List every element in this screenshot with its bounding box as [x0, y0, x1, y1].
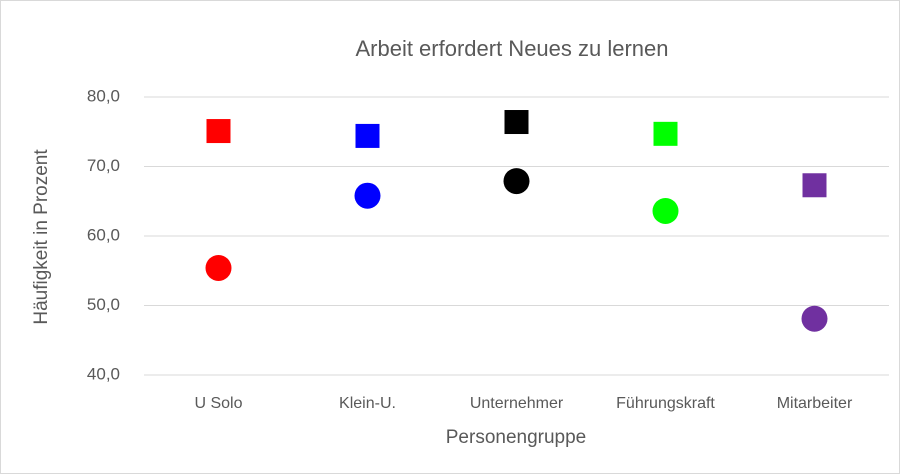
y-tick-label: 80,0: [87, 86, 120, 105]
y-axis-label: Häufigkeit in Prozent: [31, 149, 52, 325]
x-tick-label: Mitarbeiter: [777, 395, 853, 412]
circle-marker: [801, 305, 828, 332]
x-tick-label: Führungskraft: [616, 395, 715, 412]
square-marker: [653, 121, 678, 146]
square-marker: [355, 123, 380, 148]
square-marker: [504, 110, 529, 135]
circle-marker: [652, 197, 679, 224]
x-tick-label: Unternehmer: [470, 395, 564, 412]
y-tick-label: 40,0: [87, 364, 120, 383]
y-tick-label: 50,0: [87, 295, 120, 314]
circle-marker: [354, 182, 381, 209]
circle-marker: [205, 254, 232, 281]
square-marker: [206, 119, 231, 144]
circle-marker: [503, 168, 530, 195]
x-tick-label: Klein-U.: [339, 395, 396, 412]
chart-title: Arbeit erfordert Neues zu lernen: [355, 36, 668, 61]
x-tick-label: U Solo: [194, 395, 242, 412]
y-tick-label: 60,0: [87, 225, 120, 244]
square-marker: [802, 173, 827, 198]
x-axis-label: Personengruppe: [446, 427, 587, 448]
y-tick-label: 70,0: [87, 156, 120, 175]
